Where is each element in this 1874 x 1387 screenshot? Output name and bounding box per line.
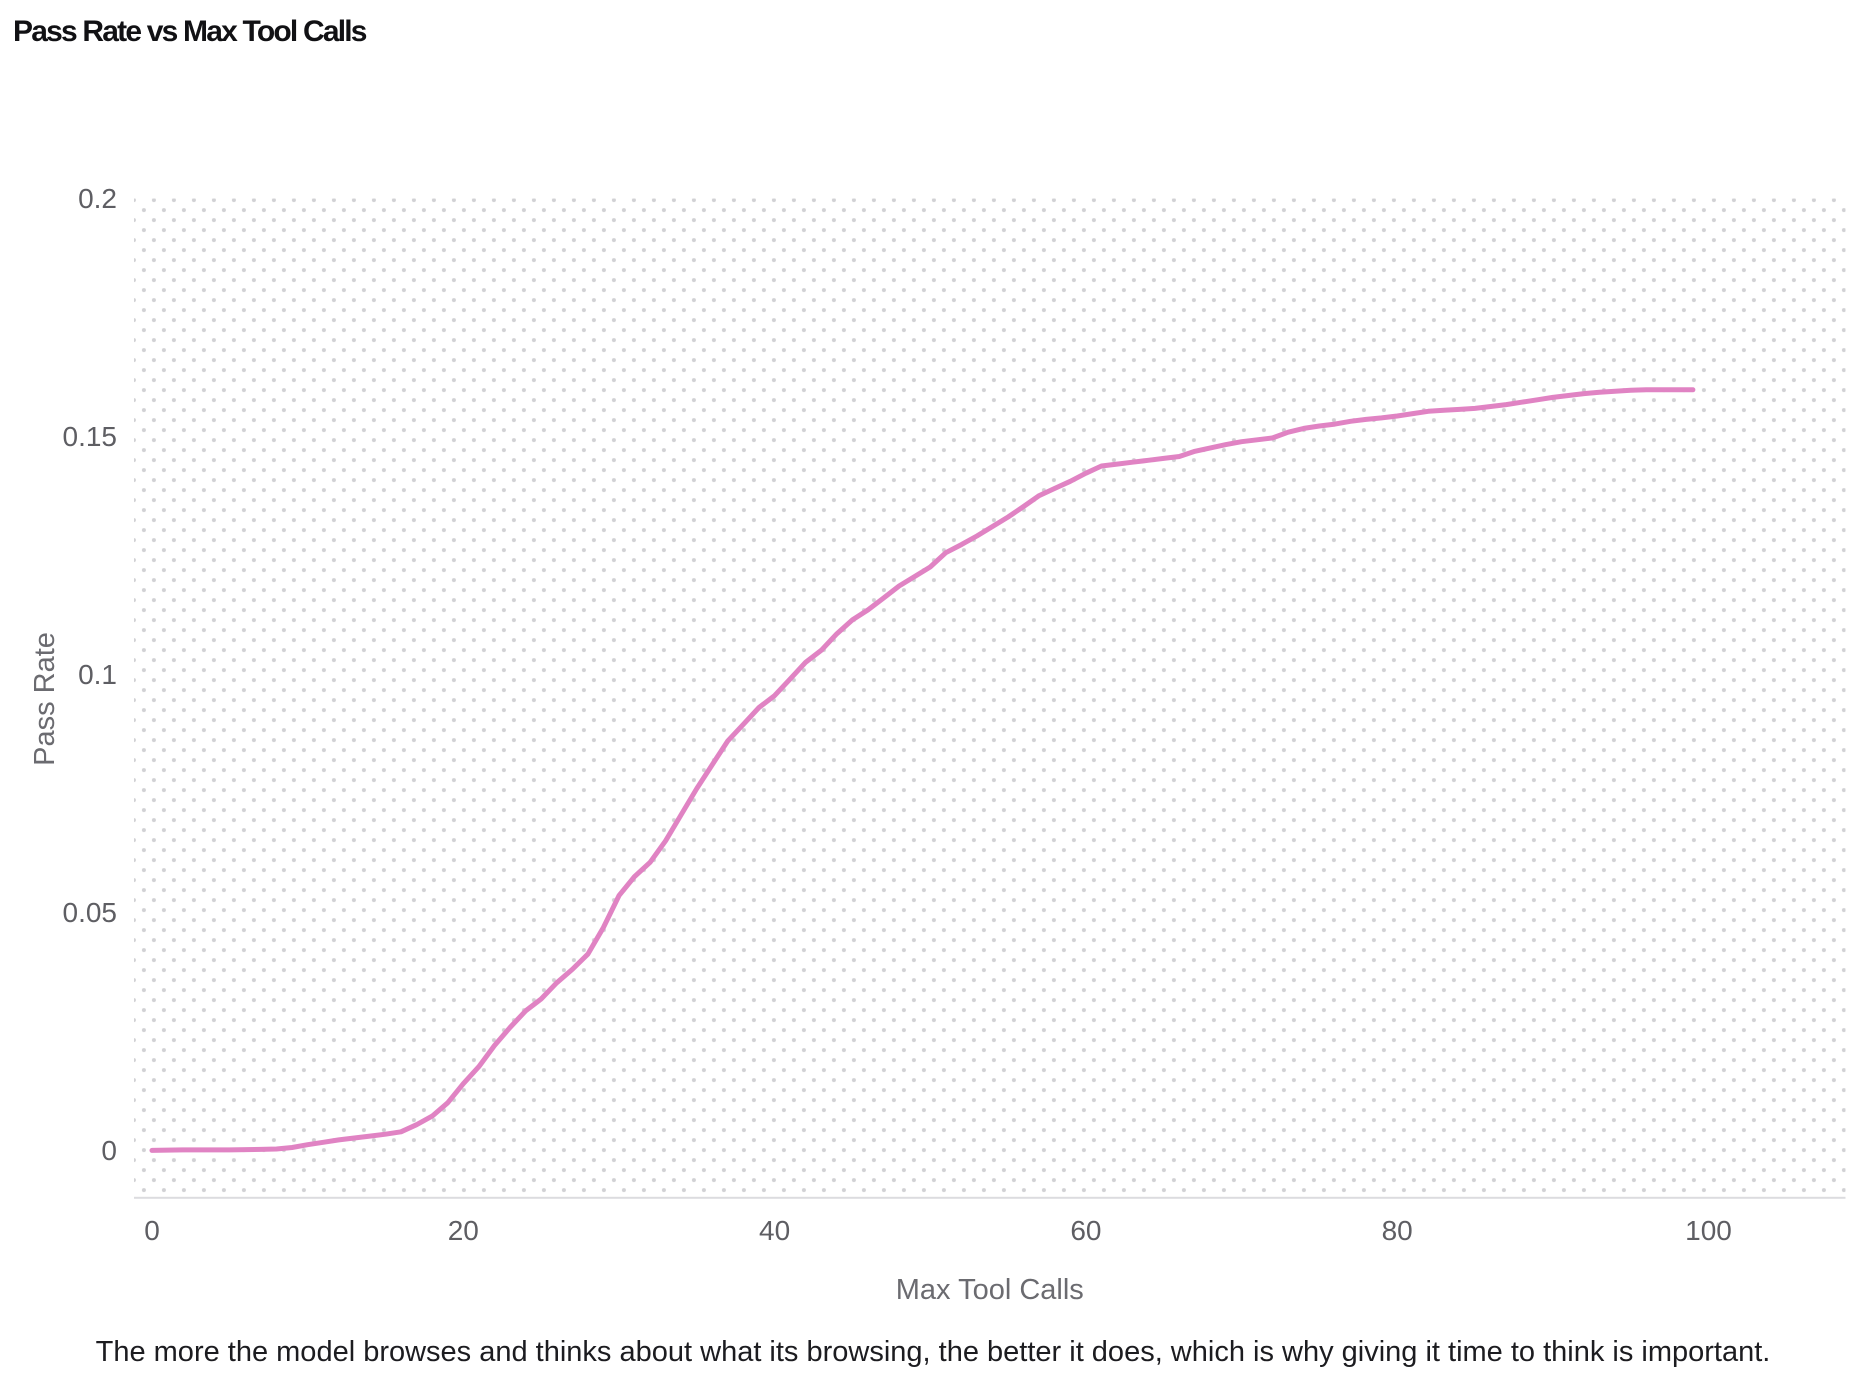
svg-text:80: 80 bbox=[1382, 1215, 1413, 1246]
svg-text:0.1: 0.1 bbox=[78, 659, 117, 690]
svg-text:40: 40 bbox=[759, 1215, 790, 1246]
svg-text:Max Tool Calls: Max Tool Calls bbox=[896, 1274, 1084, 1306]
svg-text:0: 0 bbox=[144, 1215, 160, 1246]
svg-text:Pass Rate vs Max Tool Calls: Pass Rate vs Max Tool Calls bbox=[13, 15, 367, 48]
svg-text:0.15: 0.15 bbox=[63, 421, 118, 452]
svg-text:60: 60 bbox=[1070, 1215, 1101, 1246]
svg-text:100: 100 bbox=[1685, 1215, 1732, 1246]
svg-text:The more the model browses and: The more the model browses and thinks ab… bbox=[96, 1336, 1771, 1368]
svg-text:Pass Rate: Pass Rate bbox=[29, 632, 61, 766]
svg-text:20: 20 bbox=[448, 1215, 479, 1246]
svg-text:0.05: 0.05 bbox=[63, 897, 118, 928]
svg-text:0: 0 bbox=[101, 1135, 117, 1166]
svg-text:0.2: 0.2 bbox=[78, 183, 117, 214]
